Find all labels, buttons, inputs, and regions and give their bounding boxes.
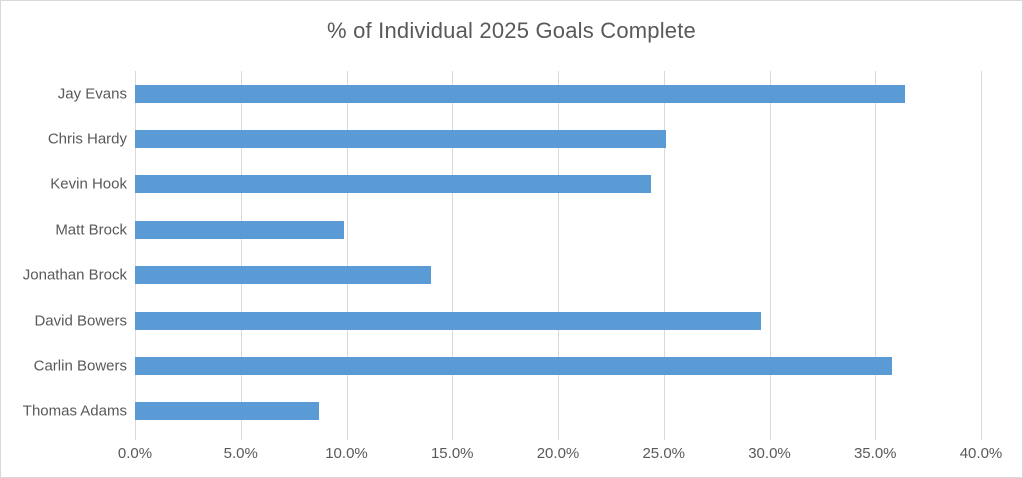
- axis-tick: [346, 434, 348, 440]
- gridline: [558, 71, 559, 434]
- category-label: Matt Brock: [55, 221, 127, 239]
- axis-tick: [558, 434, 559, 440]
- bar: [135, 130, 666, 149]
- gridline: [875, 71, 877, 434]
- bar: [135, 266, 432, 285]
- x-axis-tick-label: 15.0%: [430, 445, 474, 462]
- axis-tick: [663, 434, 665, 440]
- gridline: [346, 71, 348, 434]
- x-axis-tick-label: 5.0%: [223, 445, 258, 462]
- gridline: [240, 71, 242, 434]
- axis-tick: [769, 434, 771, 440]
- category-label: Kevin Hook: [50, 175, 127, 193]
- x-axis-tick-label: 20.0%: [536, 445, 580, 462]
- gridline: [452, 71, 454, 434]
- plot-area: [135, 71, 982, 440]
- x-axis-tick-label: 25.0%: [642, 445, 686, 462]
- category-label: Jay Evans: [57, 85, 127, 103]
- bar: [135, 220, 345, 239]
- bar: [135, 402, 319, 421]
- gridline: [135, 71, 136, 434]
- x-axis-tick-label: 30.0%: [748, 445, 791, 462]
- bar: [135, 84, 905, 103]
- axis-tick: [875, 434, 877, 440]
- bar: [135, 311, 762, 330]
- axis-tick: [135, 434, 136, 440]
- gridline: [769, 71, 771, 434]
- x-axis-tick-label: 0.0%: [117, 445, 153, 462]
- bar: [135, 356, 893, 375]
- x-axis-tick-label: 10.0%: [325, 445, 368, 462]
- bar: [135, 175, 652, 194]
- x-axis-labels: 0.0% 5.0% 10.0% 15.0% 20.0% 25.0% 30.0% 35.0% 40…: [118, 445, 1002, 465]
- axis-tick: [452, 434, 454, 440]
- y-axis-labels: Jay Evans Chris Hardy Kevin Hook Matt Brock…: [7, 71, 127, 434]
- axis-tick: [240, 434, 242, 440]
- category-label: Jonathan Brock: [22, 266, 127, 284]
- category-label: Thomas Adams: [22, 402, 127, 420]
- gridline: [663, 71, 665, 434]
- axis-tick: [981, 434, 982, 440]
- x-axis-tick-label: 40.0%: [959, 445, 1003, 462]
- category-label: Carlin Bowers: [33, 357, 127, 375]
- chart-title: % of Individual 2025 Goals Complete: [327, 18, 696, 43]
- category-label: Chris Hardy: [47, 130, 127, 148]
- x-axis-tick-label: 35.0%: [853, 445, 897, 462]
- category-label: David Bowers: [34, 312, 127, 330]
- gridline: [981, 71, 982, 434]
